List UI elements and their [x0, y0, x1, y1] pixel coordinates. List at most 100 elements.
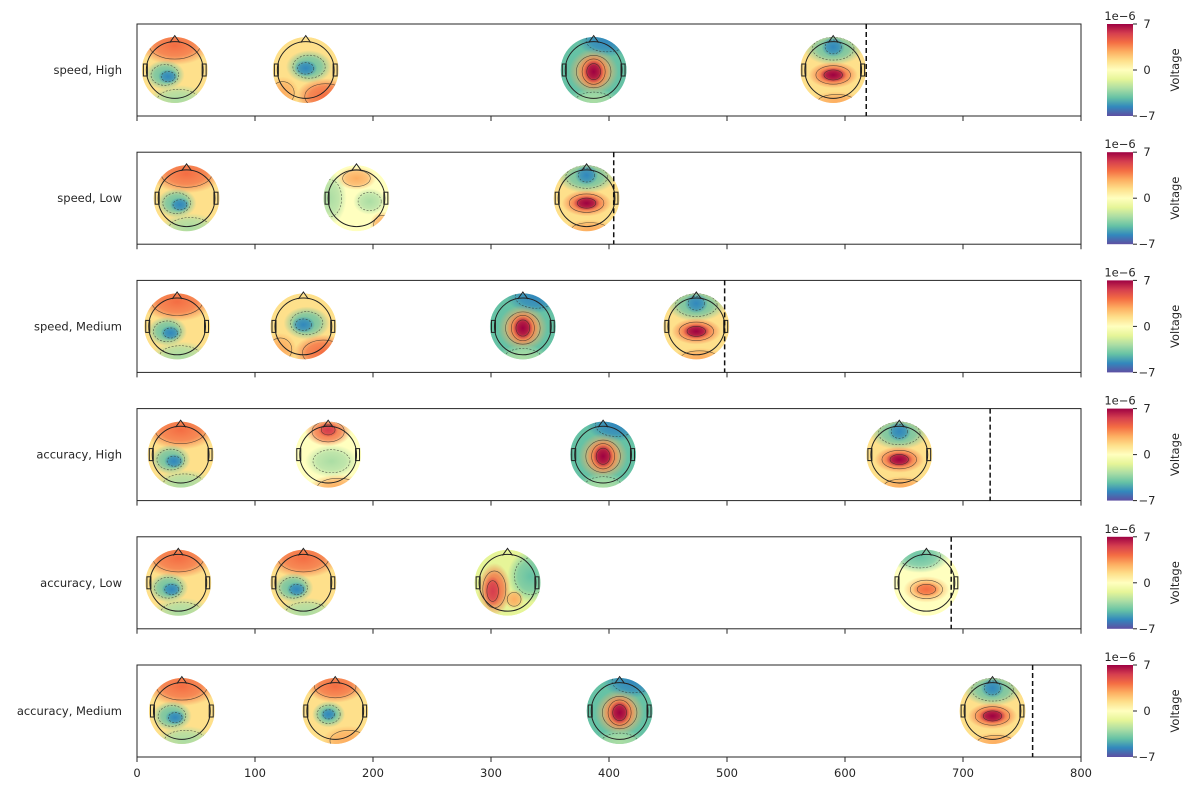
left-ear-outline [664, 319, 670, 333]
topomap [272, 34, 339, 103]
colorbar-fill [1107, 536, 1133, 629]
topomap-contour [292, 54, 326, 79]
right-ear-outline [629, 448, 635, 462]
topomap-contour [166, 455, 182, 467]
nose-outline [690, 291, 702, 300]
colorbar-tick-label: 0 [1143, 319, 1150, 333]
right-ear-outline [534, 576, 540, 590]
right-ear-outline [332, 63, 338, 77]
left-ear-outline [324, 191, 330, 205]
topomap-contour [881, 450, 917, 470]
topomap-contour [577, 197, 597, 209]
right-ear-outline [362, 704, 368, 718]
colorbar-exponent: 1e−6 [1104, 394, 1135, 408]
x-tick-label: 500 [716, 766, 738, 780]
right-ear-outline [383, 191, 389, 205]
topomap-contour [585, 439, 621, 473]
topomap-contour [506, 592, 522, 607]
left-ear-outline [587, 704, 593, 718]
colorbar-tick-label: 0 [1143, 704, 1150, 718]
topomap-contour [154, 577, 183, 599]
topomap-contour [889, 454, 909, 465]
topomap-contour [595, 447, 611, 465]
x-tick-label: 700 [952, 766, 974, 780]
left-ear-outline [145, 319, 151, 333]
right-ear-outline [953, 576, 959, 590]
colorbar-tick-label: 7 [1143, 530, 1150, 544]
topomap-contour [153, 320, 182, 343]
left-ear-outline [271, 319, 277, 333]
topomap [148, 675, 215, 744]
topomap-contour [576, 55, 612, 89]
topomap-contour [160, 71, 176, 82]
topomap-contour [984, 680, 1001, 696]
topomap-contour [815, 65, 851, 85]
head-outline [564, 41, 623, 99]
topomap-contour [898, 549, 941, 569]
topomap-contour [272, 81, 295, 103]
right-ear-outline [646, 704, 652, 718]
row-label: speed, High [54, 63, 122, 77]
x-tick-label: 300 [480, 766, 502, 780]
right-ear-outline [205, 576, 211, 590]
topomap-contour [150, 64, 180, 86]
topomap-contour [297, 62, 315, 75]
topomap-contour [514, 293, 556, 309]
topomap-contour [591, 443, 615, 470]
colorbar-tick-label: 7 [1143, 17, 1150, 31]
head-outline [574, 425, 632, 484]
nose-outline [322, 419, 334, 428]
row-label: speed, Low [57, 191, 122, 205]
colorbar-label: Voltage [1168, 305, 1182, 348]
topomap-contour [270, 337, 293, 360]
topomap-field [474, 549, 541, 616]
right-ear-outline [613, 191, 619, 205]
colorbar-exponent: 1e−6 [1104, 265, 1135, 279]
head-outline [590, 682, 649, 740]
head-outline [870, 425, 929, 484]
topomap-contour [323, 179, 342, 217]
nose-outline [181, 162, 192, 172]
head-outline [306, 682, 365, 740]
colorbar-label: Voltage [1168, 177, 1182, 220]
colorbar-tick-label: −7 [1139, 622, 1156, 636]
head-outline [667, 297, 726, 356]
left-ear-outline [146, 576, 152, 590]
nose-outline [297, 291, 309, 300]
nose-outline [329, 675, 341, 684]
colorbar-tick-label: 0 [1143, 576, 1150, 590]
topomap-contour [611, 678, 653, 694]
head-outline [299, 425, 358, 484]
colorbar: 7 0 −7 1e−6 Voltage [1104, 265, 1182, 379]
topomap-contour [565, 165, 608, 189]
head-outline [557, 169, 616, 228]
topomap-contour [878, 421, 921, 446]
colorbar-fill [1107, 408, 1133, 501]
nose-outline [597, 419, 609, 428]
colorbar-fill [1107, 665, 1133, 757]
head-outline [145, 41, 204, 99]
topomap-contour [322, 709, 335, 720]
topomap-contour [505, 311, 541, 345]
right-ear-outline [330, 319, 336, 333]
left-ear-outline [149, 704, 155, 718]
nose-outline [172, 547, 184, 556]
row-label: accuracy, Low [40, 576, 122, 590]
nose-outline [176, 675, 188, 684]
topomap-contour [157, 705, 187, 727]
topomap [141, 34, 208, 103]
head-outline [274, 297, 333, 356]
head-outline [897, 553, 956, 612]
colorbar-exponent: 1e−6 [1104, 522, 1135, 536]
topomap [147, 419, 214, 488]
topomap-field [153, 165, 220, 232]
row-label: speed, Medium [34, 319, 122, 333]
right-ear-outline [1019, 704, 1025, 718]
left-ear-outline [296, 448, 302, 462]
head-outline [276, 41, 335, 99]
head-outline [327, 169, 386, 228]
head-outline [963, 682, 1022, 740]
nose-outline [502, 547, 513, 556]
topomap-contour [568, 193, 605, 213]
